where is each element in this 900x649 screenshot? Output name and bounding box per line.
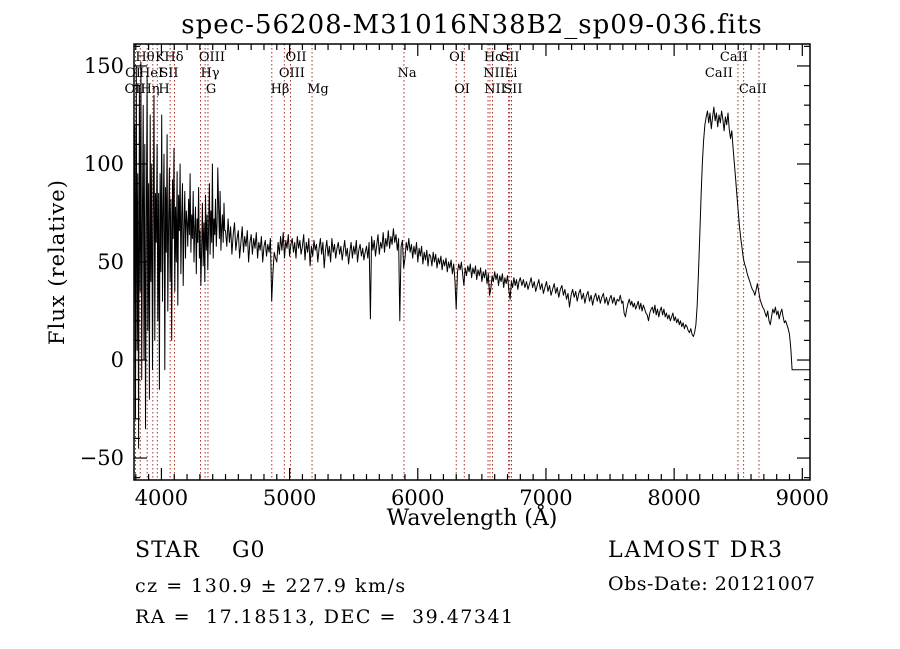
line-label-na: Na [397, 66, 416, 81]
x-tick-label: 7000 [519, 486, 572, 510]
line-label-g: G [206, 82, 216, 97]
line-label-sii: SII [159, 66, 178, 81]
line-label-hα: Hα [484, 50, 504, 65]
line-label-hγ: Hγ [200, 66, 219, 81]
plot-frame [133, 43, 811, 481]
line-label-k: K [155, 50, 165, 65]
line-label-h: H [158, 82, 169, 97]
x-tick-label: 5000 [263, 486, 316, 510]
y-tick-label: 0 [111, 348, 124, 372]
spectrum-curve [133, 61, 810, 449]
line-label-hei: HeI [139, 66, 163, 81]
x-axis-label: Wavelength (Å) [386, 506, 558, 531]
line-label-sii: SII [503, 82, 522, 97]
line-label-hη: Hη [140, 82, 159, 97]
plot-title: spec-56208-M31016N38B2_sp09-036.fits [181, 10, 763, 40]
line-label-sii: SII [500, 50, 519, 65]
line-label-hβ: Hβ [271, 82, 290, 97]
line-label-oi: OI [454, 82, 470, 97]
x-tick-label: 6000 [391, 486, 444, 510]
line-label-oiii: OIII [279, 66, 305, 81]
line-label-caii: CaII [739, 82, 767, 97]
line-label-oi: OI [125, 66, 141, 81]
line-label-oii: OII [286, 50, 307, 65]
object-class-text: STAR G0 [135, 538, 266, 563]
line-label-li: Li [505, 66, 518, 81]
ra-dec-text: RA = 17.18513, DEC = 39.47341 [135, 606, 515, 628]
line-label-caii: CaII [705, 66, 733, 81]
line-label-hδ: Hδ [164, 50, 183, 65]
line-label-caii: CaII [720, 50, 748, 65]
line-label-oii: OII [125, 82, 146, 97]
y-tick-label: 100 [84, 152, 124, 176]
line-label-mg: Mg [307, 82, 329, 97]
y-tick-label: 150 [84, 54, 124, 78]
line-label-oi: OI [449, 50, 465, 65]
x-tick-label: 9000 [776, 486, 829, 510]
y-tick-label: 50 [97, 250, 124, 274]
line-label-oiii: OIII [199, 50, 225, 65]
obs-date-text: Obs-Date: 20121007 [608, 573, 816, 595]
x-tick-label: 8000 [647, 486, 700, 510]
line-label-hθ: Hθ [135, 50, 154, 65]
y-tick-label: −50 [80, 446, 124, 470]
line-label-nii: NII [484, 82, 506, 97]
cz-velocity-text: cz = 130.9 ± 227.9 km/s [135, 575, 407, 597]
x-tick-label: 4000 [135, 486, 188, 510]
line-label-nii: NII [483, 66, 505, 81]
survey-release-text: LAMOST DR3 [608, 538, 784, 563]
